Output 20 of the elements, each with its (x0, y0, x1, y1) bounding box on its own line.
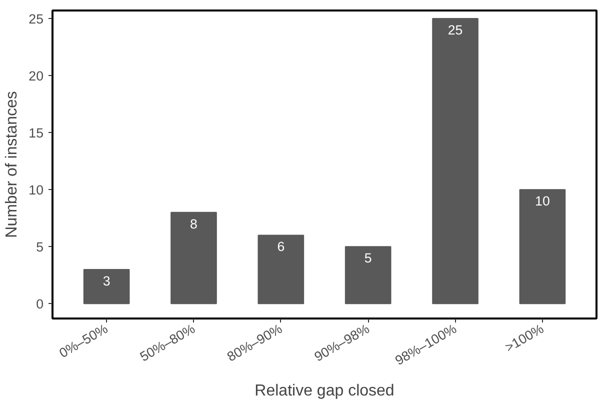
y-tick-label: 15 (28, 126, 44, 141)
data-label: 5 (364, 250, 372, 266)
data-label: 6 (277, 239, 285, 254)
y-tick-label: 10 (28, 182, 44, 198)
y-tick-label: 20 (28, 68, 44, 84)
y-tick-label: 25 (28, 11, 44, 26)
bar (432, 18, 478, 304)
y-tick-label: 0 (36, 296, 44, 312)
data-label: 25 (448, 22, 463, 38)
bar (519, 189, 566, 304)
data-label: 8 (190, 216, 198, 232)
x-axis-title: Relative gap closed (254, 382, 394, 400)
y-axis-title: Number of instances (4, 91, 21, 238)
y-tick-label: 5 (36, 240, 44, 255)
bar (258, 234, 304, 304)
data-label: 10 (535, 194, 550, 209)
data-label: 3 (102, 273, 110, 288)
bar (83, 268, 130, 304)
bar (170, 212, 217, 304)
bar (344, 246, 392, 304)
